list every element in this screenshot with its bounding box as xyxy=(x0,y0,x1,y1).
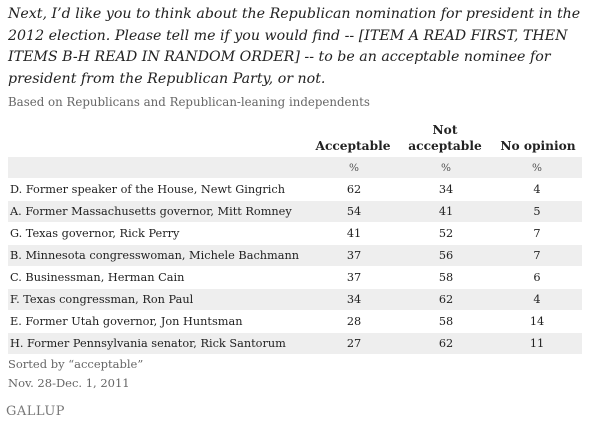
column-header-no-opinion-label: No opinion xyxy=(500,139,576,153)
row-no-opinion: 14 xyxy=(492,310,582,333)
row-not-acceptable: 58 xyxy=(400,266,492,289)
units-label-cell xyxy=(8,156,308,179)
row-no-opinion: 4 xyxy=(492,178,582,201)
units-no-opinion: % xyxy=(492,156,582,179)
row-acceptable: 37 xyxy=(308,244,400,267)
results-table: % % % D. Former speaker of the House, Ne… xyxy=(8,156,582,354)
column-header-not-acceptable: Not acceptable xyxy=(400,122,490,154)
column-header-acceptable: Acceptable xyxy=(308,138,398,154)
column-header-not-acceptable-line1: Not xyxy=(432,123,458,137)
units-row: % % % xyxy=(8,156,582,179)
row-label: C. Businessman, Herman Cain xyxy=(8,266,308,289)
table-row: A. Former Massachusetts governor, Mitt R… xyxy=(8,200,582,223)
row-not-acceptable: 62 xyxy=(400,332,492,354)
row-no-opinion: 7 xyxy=(492,244,582,267)
column-header-no-opinion: No opinion xyxy=(492,138,584,154)
units-acceptable: % xyxy=(308,156,400,179)
row-label: B. Minnesota congresswoman, Michele Bach… xyxy=(8,244,308,267)
table-row: H. Former Pennsylvania senator, Rick San… xyxy=(8,332,582,354)
table-row: E. Former Utah governor, Jon Huntsman 28… xyxy=(8,310,582,333)
row-acceptable: 54 xyxy=(308,200,400,223)
subtitle: Based on Republicans and Republican-lean… xyxy=(8,95,370,109)
row-not-acceptable: 56 xyxy=(400,244,492,267)
row-no-opinion: 7 xyxy=(492,222,582,245)
date-note: Nov. 28-Dec. 1, 2011 xyxy=(8,376,130,390)
row-acceptable: 27 xyxy=(308,332,400,354)
row-not-acceptable: 58 xyxy=(400,310,492,333)
row-label: D. Former speaker of the House, Newt Gin… xyxy=(8,178,308,201)
gallup-logo: GALLUP xyxy=(6,404,66,419)
column-header-not-acceptable-line2: acceptable xyxy=(408,139,482,153)
row-not-acceptable: 41 xyxy=(400,200,492,223)
row-label: A. Former Massachusetts governor, Mitt R… xyxy=(8,200,308,223)
table-row: G. Texas governor, Rick Perry 41 52 7 xyxy=(8,222,582,245)
column-header-acceptable-label: Acceptable xyxy=(315,139,391,153)
row-no-opinion: 11 xyxy=(492,332,582,354)
table-row: D. Former speaker of the House, Newt Gin… xyxy=(8,178,582,201)
row-label: G. Texas governor, Rick Perry xyxy=(8,222,308,245)
row-no-opinion: 5 xyxy=(492,200,582,223)
row-not-acceptable: 34 xyxy=(400,178,492,201)
table-row: C. Businessman, Herman Cain 37 58 6 xyxy=(8,266,582,289)
row-no-opinion: 4 xyxy=(492,288,582,311)
row-acceptable: 37 xyxy=(308,266,400,289)
row-acceptable: 41 xyxy=(308,222,400,245)
row-no-opinion: 6 xyxy=(492,266,582,289)
table-row: B. Minnesota congresswoman, Michele Bach… xyxy=(8,244,582,267)
row-acceptable: 62 xyxy=(308,178,400,201)
row-not-acceptable: 52 xyxy=(400,222,492,245)
question-text: Next, I’d like you to think about the Re… xyxy=(8,6,581,87)
row-label: F. Texas congressman, Ron Paul xyxy=(8,288,308,311)
table-row: F. Texas congressman, Ron Paul 34 62 4 xyxy=(8,288,582,311)
row-label: H. Former Pennsylvania senator, Rick San… xyxy=(8,332,308,354)
row-not-acceptable: 62 xyxy=(400,288,492,311)
sort-note: Sorted by “acceptable” xyxy=(8,357,144,371)
row-acceptable: 34 xyxy=(308,288,400,311)
units-not-acceptable: % xyxy=(400,156,492,179)
row-label: E. Former Utah governor, Jon Huntsman xyxy=(8,310,308,333)
row-acceptable: 28 xyxy=(308,310,400,333)
